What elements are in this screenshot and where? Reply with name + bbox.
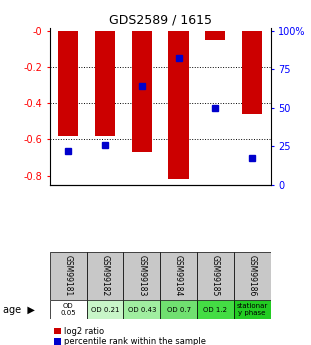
Bar	[242, 31, 262, 114]
Bar	[169, 31, 189, 179]
Bar	[95, 31, 115, 136]
Bar	[86, 252, 123, 300]
Text: GSM99183: GSM99183	[137, 255, 146, 297]
Text: GSM99185: GSM99185	[211, 255, 220, 297]
Text: OD 0.21: OD 0.21	[91, 307, 119, 313]
Text: stationar
y phase: stationar y phase	[237, 303, 268, 316]
Text: GSM99184: GSM99184	[174, 255, 183, 297]
Bar	[197, 252, 234, 300]
Text: age  ▶: age ▶	[3, 305, 35, 315]
Bar	[205, 31, 225, 40]
Text: GSM99182: GSM99182	[100, 255, 109, 297]
Bar	[86, 300, 123, 319]
Text: GSM99181: GSM99181	[64, 255, 73, 297]
Bar	[160, 300, 197, 319]
Text: GSM99186: GSM99186	[248, 255, 257, 297]
Title: GDS2589 / 1615: GDS2589 / 1615	[109, 13, 212, 27]
Bar	[50, 300, 86, 319]
Text: OD
0.05: OD 0.05	[60, 303, 76, 316]
Bar	[50, 252, 86, 300]
Text: OD 0.7: OD 0.7	[166, 307, 191, 313]
Bar	[132, 31, 152, 152]
Bar	[123, 300, 160, 319]
Text: OD 0.43: OD 0.43	[128, 307, 156, 313]
Bar	[234, 252, 271, 300]
Bar	[197, 300, 234, 319]
Bar	[160, 252, 197, 300]
Text: OD 1.2: OD 1.2	[203, 307, 227, 313]
Bar	[123, 252, 160, 300]
Legend: log2 ratio, percentile rank within the sample: log2 ratio, percentile rank within the s…	[54, 327, 206, 345]
Bar	[58, 31, 78, 136]
Bar	[234, 300, 271, 319]
